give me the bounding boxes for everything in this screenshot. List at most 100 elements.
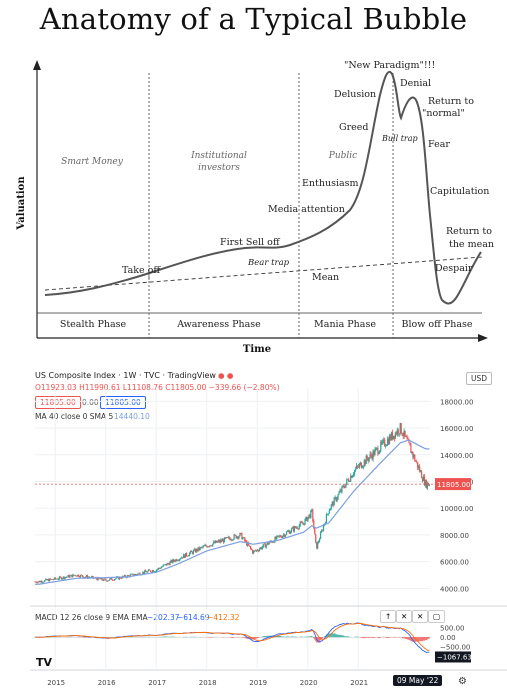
macd-histogram-bar: [378, 637, 380, 639]
candle-body: [383, 439, 385, 441]
macd-histogram-bar: [287, 636, 290, 638]
year-tick-label: 2016: [98, 679, 116, 687]
candle-body: [317, 542, 319, 549]
candle-body: [305, 516, 307, 520]
candle-body: [147, 571, 149, 573]
candle-body: [199, 547, 201, 550]
candle-body: [61, 578, 63, 580]
macd-histogram-bar: [163, 636, 165, 638]
candle-body: [59, 576, 61, 578]
year-tick-label: 2020: [300, 679, 318, 687]
candle-body: [251, 548, 253, 550]
macd-up-icon[interactable]: ↑: [380, 610, 397, 623]
macd-histogram-bar: [336, 634, 338, 638]
candle-body: [295, 527, 297, 529]
candle-body: [274, 537, 276, 543]
settings-gear-icon[interactable]: ⚙: [458, 676, 467, 687]
candle-body: [400, 423, 402, 434]
candle-body: [327, 513, 329, 515]
macd-histogram-bar: [333, 633, 335, 638]
spread-value: 0.00: [82, 398, 99, 407]
year-tick-label: 2015: [47, 679, 65, 687]
candle-body: [221, 539, 224, 542]
group-public: Public: [328, 151, 357, 161]
candle-body: [365, 455, 367, 465]
candle-body: [396, 429, 398, 435]
candle-body: [196, 548, 198, 552]
candle-body: [238, 536, 240, 539]
macd-histogram-bar: [367, 637, 369, 638]
macd-tick-label: 500.00: [440, 625, 465, 633]
candle-body: [195, 548, 197, 553]
candle-body: [324, 522, 327, 524]
candle-body: [138, 572, 140, 574]
macd-more-icon[interactable]: ▢: [428, 610, 446, 623]
macd-hide-icon[interactable]: ✕: [396, 610, 413, 623]
candle-body: [137, 573, 139, 575]
candle-body: [391, 432, 394, 440]
macd-histogram-bar: [343, 635, 345, 638]
candle-body: [201, 547, 203, 548]
candle-body: [202, 546, 204, 548]
currency-button[interactable]: USD: [466, 372, 493, 385]
candle-body: [182, 557, 184, 559]
candle-body: [263, 543, 265, 545]
candle-body: [426, 482, 429, 489]
candle-body: [414, 455, 416, 462]
candle-body: [292, 527, 294, 532]
macd-histogram-bar: [247, 637, 249, 639]
candle-body: [368, 457, 370, 461]
candle-body: [425, 480, 428, 489]
candle-body: [57, 579, 59, 580]
candle-body: [275, 537, 277, 540]
candle-body: [205, 545, 207, 547]
candle-body: [55, 578, 57, 580]
macd-histogram-bar: [291, 636, 294, 638]
price-box-2[interactable]: 11805.00: [100, 396, 146, 409]
year-tick-label: 2018: [199, 679, 217, 687]
candle-body: [254, 550, 257, 552]
candle-body: [101, 578, 103, 580]
candle-body: [272, 541, 274, 543]
candle-body: [212, 543, 214, 546]
candle-body: [318, 541, 320, 543]
candle-body: [157, 567, 159, 570]
candle-body: [348, 479, 350, 482]
phase-stealth: Stealth Phase: [60, 319, 127, 330]
macd-close-icon[interactable]: ✕: [412, 610, 429, 623]
candle-body: [407, 439, 409, 440]
candle-body: [167, 563, 169, 564]
candle-body: [364, 460, 366, 465]
candle-body: [249, 545, 251, 547]
candle-body: [160, 567, 162, 569]
macd-histogram-bar: [282, 636, 284, 638]
candle-body: [38, 581, 40, 582]
macd-histogram-bar: [286, 636, 289, 638]
candle-body: [145, 570, 147, 572]
group-institutional-line1: Institutional: [190, 151, 247, 161]
macd-histogram-bar: [280, 636, 282, 638]
price-box-1[interactable]: 11805.00: [35, 396, 81, 409]
macd-histogram-bar: [311, 635, 313, 638]
macd-histogram-bar: [267, 635, 269, 638]
macd-histogram-bar: [372, 637, 374, 638]
candle-body: [171, 560, 173, 563]
candle-body: [308, 514, 310, 518]
candle-body: [285, 534, 287, 537]
candle-body: [76, 575, 78, 577]
candle-body: [156, 569, 158, 570]
candle-body: [381, 441, 383, 444]
candle-body: [314, 528, 316, 535]
symbol-header[interactable]: US Composite Index · 1W · TVC · TradingV…: [35, 371, 216, 380]
candle-body: [387, 439, 390, 445]
macd-histogram-bar: [334, 633, 336, 638]
candle-body: [50, 579, 53, 580]
macd-histogram-bar: [421, 637, 423, 642]
candle-body: [358, 464, 361, 468]
macd-histogram-bar: [426, 637, 429, 640]
candle-body: [286, 531, 289, 533]
candle-body: [320, 530, 323, 533]
candle-body: [63, 576, 65, 579]
x-axis-label: Time: [243, 344, 271, 355]
header-dots: ● ●: [218, 371, 234, 380]
